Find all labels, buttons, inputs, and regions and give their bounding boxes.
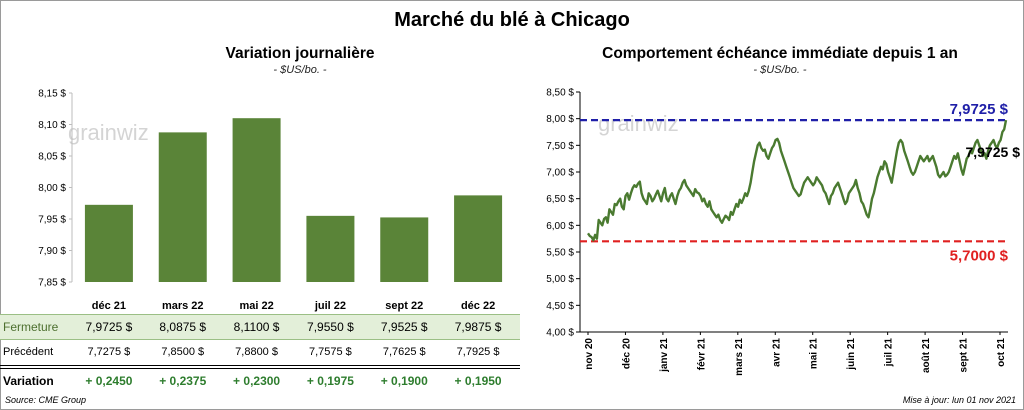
bar <box>306 215 355 282</box>
bar-x-tick-label: sept 22 <box>385 300 423 312</box>
line-y-tick-label: 6,00 $ <box>546 221 574 232</box>
bar-y-tick-label: 8,05 $ <box>38 152 66 163</box>
line-x-tick-label: déc 20 <box>621 338 632 370</box>
bar-y-tick-label: 7,85 $ <box>38 278 66 289</box>
bar-x-tick-label: mars 22 <box>162 300 204 312</box>
bar-x-tick-label: déc 22 <box>461 300 495 312</box>
table-cell: 7,7275 $ <box>87 346 131 358</box>
bar <box>158 132 207 282</box>
watermark-logo: grainwiz <box>68 120 149 145</box>
line-x-tick-label: nov 20 <box>584 338 595 370</box>
line-x-tick-label: févr 21 <box>696 338 707 371</box>
line-y-tick-label: 5,50 $ <box>546 248 574 259</box>
line-chart-unit: - $US/bo. - <box>753 64 807 76</box>
bar-x-tick-label: juil 22 <box>314 300 346 312</box>
source-note: Source: CME Group <box>5 395 87 405</box>
high-label: 7,9725 $ <box>950 101 1009 118</box>
table-cell: 7,9525 $ <box>380 320 428 334</box>
line-y-tick-label: 7,00 $ <box>546 168 574 179</box>
last-value-label: 7,9725 $ <box>966 144 1021 160</box>
line-x-tick-label: juil 21 <box>884 338 895 368</box>
update-note: Mise à jour: lun 01 nov 2021 <box>902 395 1016 405</box>
bar <box>380 217 429 282</box>
line-x-tick-label: oct 21 <box>996 338 1007 367</box>
table-row-previous: Précédent 7,7275 $ 7,8500 $ 7,8800 $ 7,7575… <box>0 341 520 366</box>
low-label: 5,7000 $ <box>950 247 1009 264</box>
line-y-tick-label: 7,50 $ <box>546 141 574 152</box>
table-row-close: Fermeture 7,9725 $ 8,0875 $ 8,1100 $ 7,9550… <box>0 314 520 340</box>
bar-chart-title: Variation journalière <box>225 45 375 62</box>
line-x-tick-label: sept 21 <box>959 338 970 373</box>
table-cell: 7,9725 $ <box>85 320 133 334</box>
bar-chart-unit: - $US/bo. - <box>273 64 327 76</box>
line-y-tick-label: 5,00 $ <box>546 274 574 285</box>
row-label-close: Fermeture <box>3 320 59 334</box>
price-series-line <box>587 119 1008 242</box>
line-x-tick-label: avr 21 <box>771 338 782 367</box>
table-cell: 7,8800 $ <box>235 346 278 358</box>
line-x-tick-label: mars 21 <box>734 338 745 376</box>
line-y-tick-label: 8,00 $ <box>546 114 574 125</box>
line-x-tick-label: juin 21 <box>846 338 857 371</box>
table-cell: 7,8500 $ <box>161 346 205 358</box>
line-y-tick-label: 8,50 $ <box>546 88 574 99</box>
bar-y-tick-label: 8,15 $ <box>38 89 66 100</box>
bar-x-tick-label: déc 21 <box>92 300 126 312</box>
table-cell: 7,7925 $ <box>456 346 500 358</box>
line-x-tick-label: mai 21 <box>809 338 820 370</box>
table-cell: 8,1100 $ <box>233 320 280 334</box>
line-chart-title: Comportement échéance immédiate depuis 1… <box>602 45 958 62</box>
bar-y-tick-label: 7,95 $ <box>38 215 66 226</box>
table-cell: + 0,2300 <box>233 374 281 388</box>
bar-y-tick-label: 8,00 $ <box>38 183 66 194</box>
line-y-tick-label: 4,50 $ <box>546 301 574 312</box>
table-cell: + 0,2450 <box>85 374 133 388</box>
bar <box>232 118 281 282</box>
row-label-previous: Précédent <box>3 346 54 358</box>
row-label-variation: Variation <box>3 374 54 388</box>
bar <box>84 204 133 282</box>
table-cell: 7,7575 $ <box>308 346 352 358</box>
table-cell: 7,9550 $ <box>307 320 354 334</box>
main-title: Marché du blé à Chicago <box>394 9 630 31</box>
table-cell: 8,0875 $ <box>159 320 207 334</box>
table-cell: 7,7625 $ <box>382 346 426 358</box>
line-x-tick-label: août 21 <box>921 338 932 373</box>
table-cell: 7,9875 $ <box>454 320 502 334</box>
bar <box>454 195 503 282</box>
table-cell: + 0,1950 <box>454 374 502 388</box>
line-x-tick-label: janv 21 <box>659 338 670 373</box>
bar-y-tick-label: 8,10 $ <box>38 120 66 131</box>
table-cell: + 0,2375 <box>159 374 207 388</box>
watermark-logo: grainwiz <box>598 111 679 136</box>
table-cell: + 0,1900 <box>380 374 428 388</box>
line-y-tick-label: 6,50 $ <box>546 194 574 205</box>
table-row-variation: Variation + 0,2450 + 0,2375 + 0,2300 + 0,19… <box>0 368 520 393</box>
bar-y-tick-label: 7,90 $ <box>38 246 66 257</box>
table-cell: + 0,1975 <box>306 374 354 388</box>
line-y-tick-label: 4,00 $ <box>546 328 574 339</box>
bar-x-tick-label: mai 22 <box>239 300 273 312</box>
